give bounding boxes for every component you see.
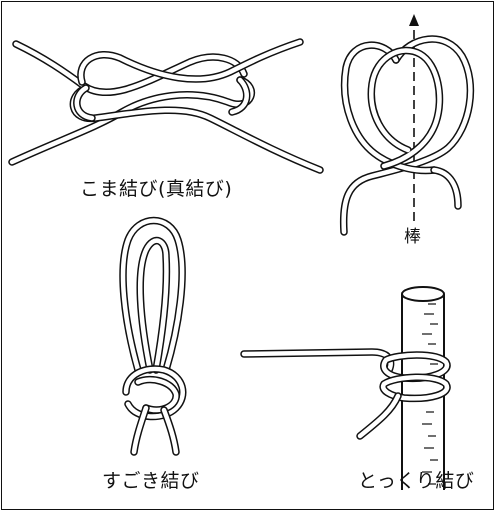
clove-hitch-drawing [240, 286, 451, 490]
caption-clove-hitch: とっくり結び [358, 470, 475, 492]
caption-pole: 棒 [404, 227, 422, 247]
caption-square-knot: こま結び(真結び) [80, 178, 233, 200]
loop-knot-drawing [119, 216, 187, 456]
square-knot-drawing [8, 38, 324, 174]
pole-loop-drawing [339, 14, 475, 236]
caption-loop-knot: すごき結び [102, 470, 200, 492]
